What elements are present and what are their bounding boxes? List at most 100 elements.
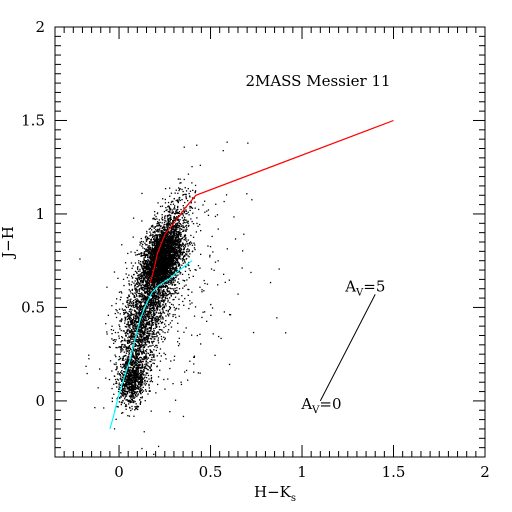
scatter-point (172, 230, 174, 232)
scatter-point (142, 325, 144, 327)
scatter-point (118, 386, 120, 388)
scatter-point (140, 384, 142, 386)
scatter-point (147, 374, 150, 377)
scatter-point (131, 275, 133, 277)
scatter-point (127, 360, 129, 363)
scatter-point (146, 300, 148, 302)
scatter-point (169, 260, 172, 262)
scatter-point (140, 331, 142, 333)
scatter-point (164, 249, 166, 251)
scatter-point (147, 362, 149, 364)
scatter-point (143, 259, 145, 261)
scatter-point (142, 364, 144, 366)
scatter-point (121, 318, 123, 320)
scatter-point (151, 279, 153, 281)
scatter-point (131, 343, 133, 345)
scatter-point (142, 299, 144, 301)
scatter-point (145, 390, 147, 392)
scatter-point (149, 288, 151, 290)
scatter-point (119, 397, 121, 399)
scatter-point (132, 340, 134, 343)
scatter-point (179, 249, 182, 252)
scatter-point (170, 258, 172, 260)
scatter-point (124, 375, 126, 378)
scatter-point (139, 364, 141, 366)
scatter-point (139, 370, 142, 372)
scatter-point (136, 313, 138, 315)
scatter-point (140, 339, 142, 341)
scatter-point (150, 338, 152, 340)
scatter-point (119, 358, 121, 360)
scatter-point (166, 259, 169, 261)
scatter-point (154, 239, 156, 241)
scatter-point (150, 254, 152, 256)
scatter-point (157, 290, 159, 292)
scatter-point (113, 339, 116, 341)
scatter-point (153, 235, 155, 237)
scatter-point (174, 255, 176, 257)
scatter-point (178, 240, 180, 242)
scatter-point (137, 370, 139, 372)
scatter-point (140, 371, 142, 373)
scatter-point (124, 362, 127, 364)
scatter-point (133, 324, 135, 326)
scatter-point (153, 281, 155, 283)
scatter-point (138, 309, 140, 311)
scatter-point (126, 364, 128, 366)
scatter-point (170, 250, 172, 253)
scatter-point (156, 235, 158, 237)
scatter-point (157, 263, 159, 265)
scatter-point (179, 257, 181, 259)
scatter-point (129, 379, 132, 382)
scatter-point (159, 333, 161, 335)
scatter-point (147, 293, 149, 296)
scatter-point (161, 256, 164, 258)
scatter-point (154, 248, 156, 250)
scatter-point (164, 266, 166, 269)
scatter-point (170, 217, 172, 219)
scatter-point (172, 248, 174, 250)
scatter-point (127, 386, 129, 388)
scatter-point (140, 325, 142, 327)
scatter-point (149, 317, 151, 319)
scatter-point (130, 312, 133, 315)
scatter-point (137, 367, 139, 369)
scatter-point (142, 308, 144, 310)
scatter-point (133, 323, 135, 325)
scatter-point (172, 211, 174, 213)
scatter-point (155, 250, 157, 253)
scatter-point (148, 255, 150, 257)
scatter-point (164, 275, 166, 277)
scatter-point (176, 253, 178, 255)
scatter-point (185, 225, 187, 227)
scatter-point (123, 392, 125, 394)
scatter-point (165, 278, 167, 280)
scatter-point (149, 258, 151, 260)
scatter-point (143, 374, 145, 376)
scatter-point (116, 386, 118, 388)
scatter-point (175, 267, 177, 269)
scatter-point (144, 350, 147, 352)
scatter-point (145, 383, 147, 385)
scatter-point (135, 305, 137, 308)
scatter-point (122, 376, 124, 378)
scatter-point (177, 255, 179, 258)
scatter-point (136, 316, 139, 318)
scatter-point (122, 389, 124, 391)
scatter-point (182, 243, 184, 245)
scatter-point (133, 372, 135, 374)
scatter-point (122, 356, 124, 358)
scatter-point (167, 240, 169, 242)
scatter-point (150, 329, 152, 331)
scatter-point (177, 254, 179, 256)
scatter-point (150, 259, 152, 261)
scatter-point (147, 256, 149, 259)
scatter-point (128, 348, 130, 350)
scatter-point (144, 366, 146, 368)
scatter-point (166, 268, 168, 270)
scatter-point (182, 258, 184, 260)
scatter-point (128, 366, 130, 369)
scatter-point (143, 368, 145, 371)
scatter-point (170, 254, 173, 256)
scatter-point (174, 237, 176, 239)
